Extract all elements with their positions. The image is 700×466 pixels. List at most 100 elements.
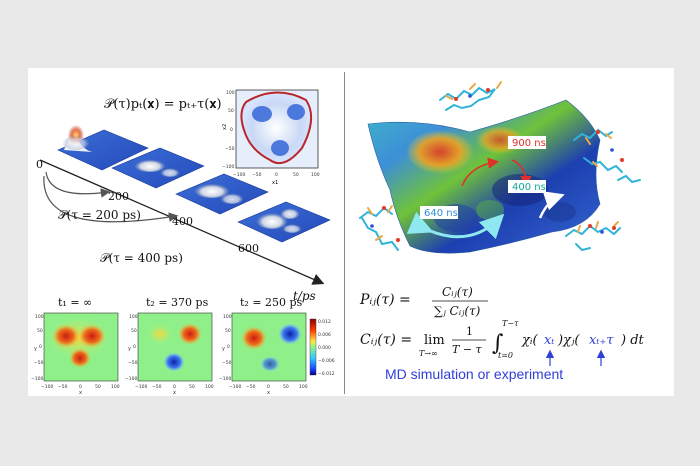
heatmap-3: [231, 312, 307, 382]
p-lhs: Pᵢⱼ(τ) =: [359, 292, 411, 308]
time-axis-label: t/ps: [293, 289, 316, 303]
transition-arrow-400ns: [538, 191, 565, 219]
transition-arrow-640ns: [406, 211, 505, 240]
molecule-structure: [439, 81, 502, 111]
heatmap-3-ylabel: y: [222, 346, 225, 352]
c-frac-den: T − τ: [452, 343, 483, 356]
label-box-900ns: [508, 136, 546, 149]
hm3-xtick: 100: [299, 384, 308, 390]
transition-arrow-900ns: [461, 157, 500, 187]
molecule-structure: [573, 128, 641, 184]
colorbar-tick: −0.006: [318, 358, 335, 364]
hm2-ytick: 100: [129, 314, 138, 320]
heatmap-1-xlabel: x: [79, 390, 82, 396]
hm3-xtick: −100: [229, 384, 241, 390]
c-lim-sub: T→∞: [419, 349, 438, 358]
hm2-ytick: −50: [128, 360, 138, 366]
time-axis: [39, 159, 325, 285]
heatmap-1-ylabel: y: [34, 346, 37, 352]
arc-400ps-label: 𝒫(τ = 400 ps): [100, 251, 183, 265]
heatmap-2-xlabel: x: [173, 390, 176, 396]
data-source-caption: MD simulation or experiment: [385, 366, 564, 382]
molecule-structure: [565, 221, 621, 252]
hm3-ytick: 50: [225, 328, 231, 334]
hm1-ytick: −50: [34, 360, 44, 366]
tick-400: 400: [172, 215, 193, 228]
inset-xtick: 50: [293, 172, 299, 178]
inset-xtick: −50: [252, 172, 262, 178]
heatmap-3-xlabel: x: [267, 390, 270, 396]
c-frac-num: 1: [466, 325, 473, 338]
hm2-xtick: 0: [173, 384, 176, 390]
label-box-640ns: [420, 206, 458, 219]
hm2-ytick: 50: [131, 328, 137, 334]
tick-600: 600: [238, 242, 259, 255]
inset-xlabel: x1: [272, 180, 278, 186]
colorbar: [309, 318, 317, 376]
hm3-ytick: 0: [227, 344, 230, 350]
label-box-400ns: [508, 180, 546, 193]
heatmap-1-title: t₁ = ∞: [58, 296, 92, 309]
inset-xtick: −100: [233, 172, 245, 178]
integral-sign: ∫: [492, 331, 504, 356]
colorbar-tick: 0.006: [318, 332, 331, 338]
hm3-xtick: 50: [283, 384, 289, 390]
distribution-surface-200: [111, 147, 205, 189]
inset-ytick: 100: [226, 90, 235, 96]
hm1-ytick: 50: [37, 328, 43, 334]
hm3-xtick: −50: [246, 384, 256, 390]
distribution-surface-400: [175, 173, 269, 215]
hm2-xtick: −50: [152, 384, 162, 390]
p-numerator: Cᵢⱼ(τ): [442, 285, 473, 299]
correlation-equation: Cᵢⱼ(τ) = lim T→∞ 1 T − τ ∫ T−τ t=0 χᵢ( x…: [360, 319, 645, 360]
inset-xtick: 100: [311, 172, 320, 178]
c-int-lower: t=0: [498, 351, 513, 360]
colorbar-tick: 0.000: [318, 345, 331, 351]
hm2-ytick: −100: [125, 376, 137, 382]
hm1-xtick: −50: [58, 384, 68, 390]
c-chi-j: )χⱼ(: [557, 333, 580, 348]
hm2-xtick: −100: [135, 384, 147, 390]
hm1-xtick: −100: [41, 384, 53, 390]
heatmap-2-ylabel: y: [128, 346, 131, 352]
hm2-xtick: 50: [189, 384, 195, 390]
c-lim: lim: [424, 333, 445, 348]
hm3-ytick: 100: [223, 314, 232, 320]
hm3-ytick: −100: [219, 376, 231, 382]
inset-ytick: −100: [222, 164, 234, 170]
operator-equation: 𝒫(τ)pₜ(𝐱) = pₜ₊τ(𝐱): [104, 97, 222, 112]
inset-ylabel: x2: [222, 124, 228, 130]
inset-ytick: 0: [230, 127, 233, 133]
colorbar-tick: −0.012: [318, 371, 335, 377]
p-denominator: ∑ⱼ Cᵢⱼ(τ): [434, 304, 481, 318]
hm1-ytick: 100: [35, 314, 44, 320]
hm1-xtick: 100: [111, 384, 120, 390]
hm3-ytick: −50: [222, 360, 232, 366]
inset-plot: [235, 89, 319, 169]
panel-divider: [344, 72, 345, 394]
inset-ytick: −50: [225, 146, 235, 152]
hm1-xtick: 0: [79, 384, 82, 390]
c-tail: ) dt: [620, 333, 645, 348]
molecule-structure: [359, 205, 400, 251]
label-900ns: 900 ns: [512, 138, 546, 149]
hm3-xtick: 0: [267, 384, 270, 390]
inset-xtick: 0: [275, 172, 278, 178]
hm2-ytick: 0: [133, 344, 136, 350]
arc-200ps-label: 𝒫(τ = 200 ps): [58, 208, 141, 222]
c-chi-i: χᵢ(: [521, 333, 538, 348]
c-lhs: Cᵢⱼ(τ) =: [360, 332, 412, 348]
heatmap-1: [43, 312, 119, 382]
label-640ns: 640 ns: [424, 208, 458, 219]
colorbar-tick: 0.012: [318, 319, 331, 325]
hm1-xtick: 50: [95, 384, 101, 390]
c-int-upper: T−τ: [502, 319, 519, 328]
hm2-xtick: 100: [205, 384, 214, 390]
distribution-surface-0: [57, 125, 149, 171]
heatmap-2-title: t₂ = 370 ps: [146, 296, 209, 309]
arc-200ps: [45, 171, 111, 198]
tick-200: 200: [108, 190, 129, 203]
distribution-surface-600: [237, 201, 331, 243]
c-xt: xₜ: [544, 333, 555, 348]
